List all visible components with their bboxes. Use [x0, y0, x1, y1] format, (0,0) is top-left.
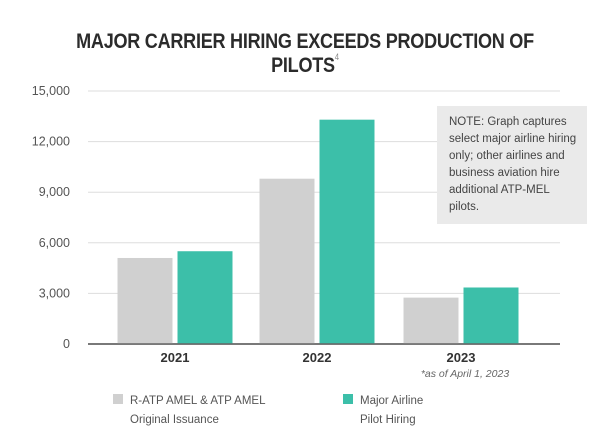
category-note: *as of April 1, 2023: [421, 368, 509, 380]
legend-line-2: Original Issuance: [130, 414, 219, 426]
bar-major-airline-pilot-hiring-2022: [319, 119, 375, 344]
bar-major-airline-pilot-hiring-2023: [463, 287, 519, 344]
title-footnote: 4: [334, 52, 339, 62]
y-tick-label: 9,000: [39, 185, 70, 199]
x-tick-label: 2023: [447, 350, 476, 365]
legend-line-2: Pilot Hiring: [360, 414, 416, 426]
chart-title-text: MAJOR CARRIER HIRING EXCEEDS PRODUCTION …: [76, 30, 534, 77]
legend-line-1: R-ATP AMEL & ATP AMEL: [130, 395, 266, 407]
legend-swatch-original-issuance: [113, 394, 123, 404]
chart-title: MAJOR CARRIER HIRING EXCEEDS PRODUCTION …: [43, 30, 568, 78]
note-box: NOTE: Graph captures select major airlin…: [437, 106, 587, 224]
x-tick-label: 2021: [161, 350, 190, 365]
bar-r-atp-amel-atp-amel-original-issuance-2023: [403, 297, 459, 344]
legend-label-original-issuance: R-ATP AMEL & ATP AMEL Original Issuance: [130, 392, 266, 430]
y-tick-label: 6,000: [39, 236, 70, 250]
y-tick-label: 15,000: [32, 84, 70, 98]
bar-r-atp-amel-atp-amel-original-issuance-2021: [117, 257, 173, 344]
bar-r-atp-amel-atp-amel-original-issuance-2022: [259, 178, 315, 344]
y-tick-label: 3,000: [39, 286, 70, 300]
legend-label-pilot-hiring: Major Airline Pilot Hiring: [360, 392, 423, 430]
y-tick-label: 12,000: [32, 135, 70, 149]
legend-swatch-pilot-hiring: [343, 394, 353, 404]
bar-major-airline-pilot-hiring-2021: [177, 251, 233, 344]
x-tick-label: 2022: [303, 350, 332, 365]
legend-line-1: Major Airline: [360, 395, 424, 407]
y-tick-label: 0: [63, 337, 70, 351]
